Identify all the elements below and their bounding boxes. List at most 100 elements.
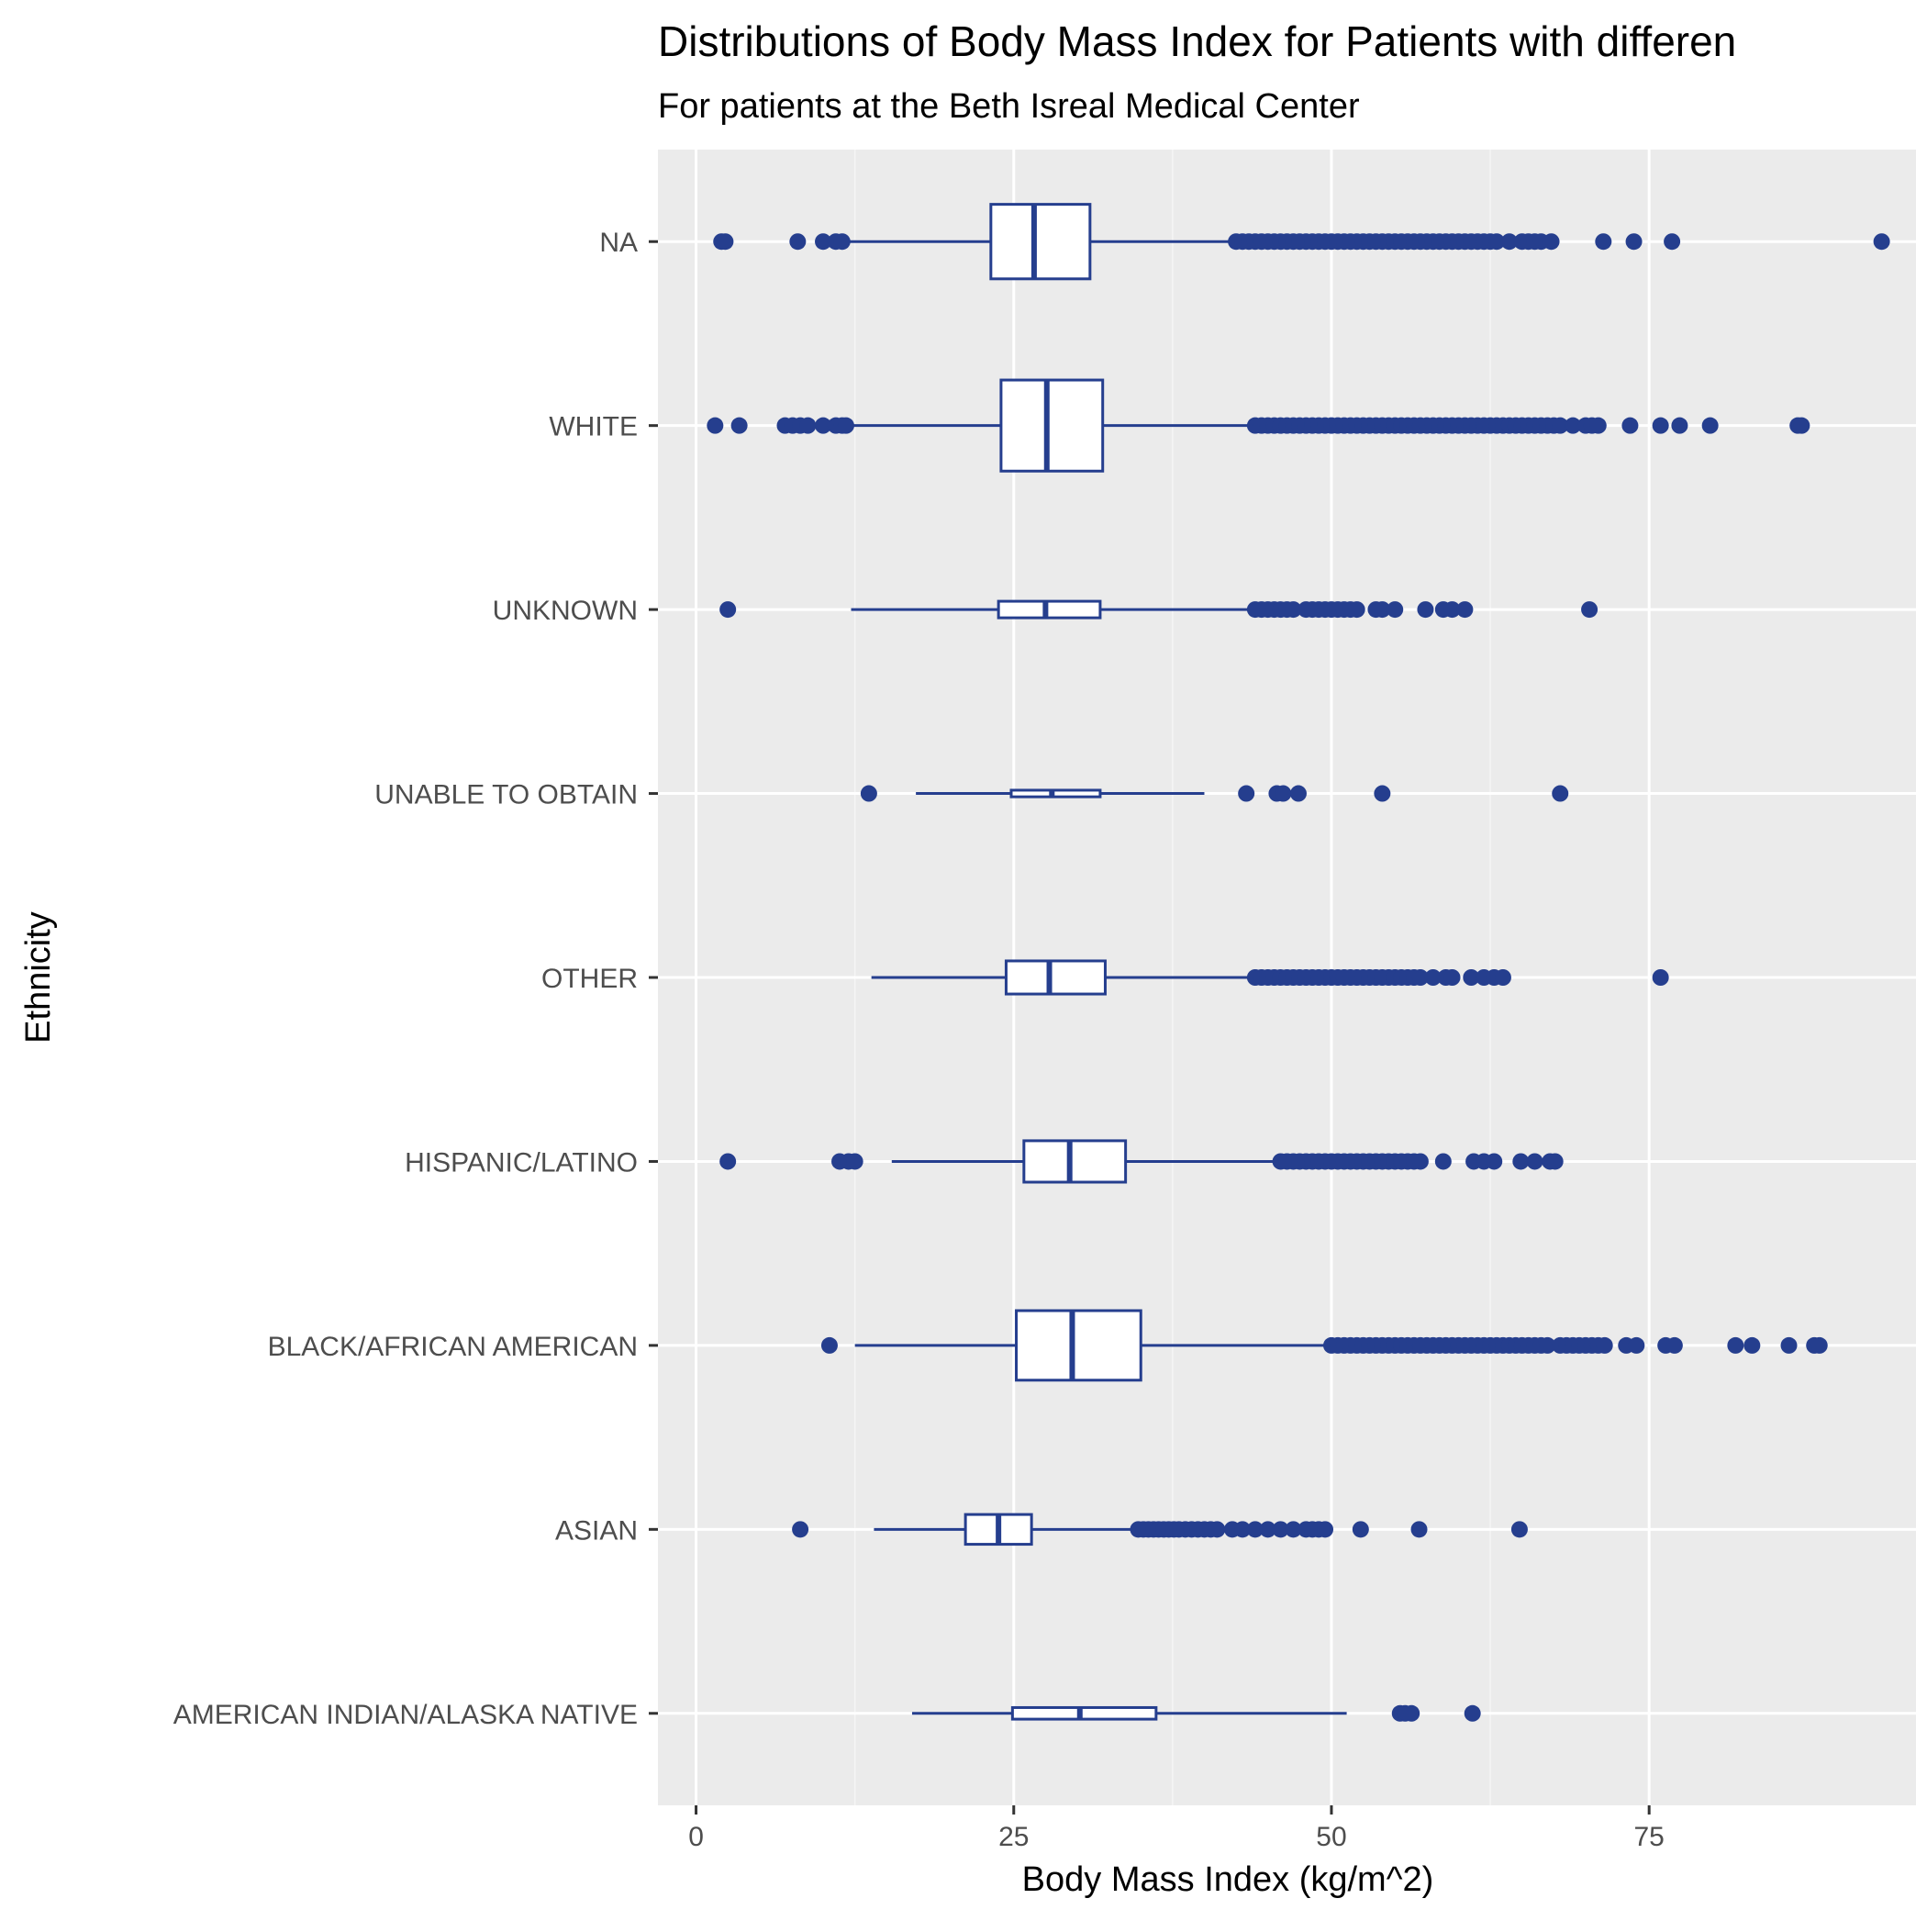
outlier-point bbox=[1543, 233, 1560, 251]
outlier-point bbox=[1727, 1336, 1744, 1354]
outlier-point bbox=[719, 1153, 737, 1170]
outlier-point bbox=[1285, 601, 1302, 619]
y-tick-label: HISPANIC/LATINO bbox=[405, 1147, 638, 1178]
outlier-point bbox=[1552, 785, 1569, 802]
outlier-point bbox=[1238, 785, 1255, 802]
outlier-point bbox=[860, 785, 877, 802]
outlier-point bbox=[1443, 969, 1461, 986]
box-group bbox=[792, 1513, 1528, 1547]
outlier-point bbox=[717, 233, 734, 251]
outlier-point bbox=[1596, 1336, 1613, 1354]
outlier-point bbox=[1275, 785, 1292, 802]
outlier-point bbox=[730, 417, 748, 434]
box-iqr bbox=[997, 599, 1102, 620]
box-iqr bbox=[1009, 788, 1102, 798]
box-group bbox=[860, 785, 1569, 802]
outlier-point bbox=[1743, 1336, 1761, 1354]
outlier-point bbox=[1546, 1153, 1564, 1170]
x-tick-label: 50 bbox=[1316, 1822, 1346, 1852]
outlier-point bbox=[1403, 1704, 1420, 1722]
outlier-point bbox=[1793, 417, 1810, 434]
y-tick-label: OTHER bbox=[541, 964, 638, 994]
outlier-point bbox=[792, 1521, 809, 1538]
chart-subtitle: For patients at the Beth Isreal Medical … bbox=[658, 87, 1360, 126]
outlier-point bbox=[1387, 601, 1404, 619]
outlier-point bbox=[707, 417, 724, 434]
outlier-point bbox=[1539, 1336, 1556, 1354]
outlier-point bbox=[1589, 417, 1607, 434]
x-tick-label: 75 bbox=[1633, 1822, 1664, 1852]
outlier-point bbox=[1410, 1521, 1428, 1538]
x-axis-title: Body Mass Index (kg/m^2) bbox=[1022, 1860, 1434, 1899]
outlier-point bbox=[1664, 233, 1681, 251]
outlier-point bbox=[1463, 969, 1480, 986]
box-iqr bbox=[1010, 1705, 1158, 1721]
outlier-point bbox=[1464, 1704, 1481, 1722]
outlier-point bbox=[1494, 969, 1511, 986]
outlier-point bbox=[1500, 233, 1518, 251]
outlier-point bbox=[1317, 1521, 1334, 1538]
outlier-point bbox=[1411, 969, 1429, 986]
outlier-point bbox=[1486, 1153, 1503, 1170]
outlier-point bbox=[815, 233, 832, 251]
outlier-point bbox=[1565, 417, 1582, 434]
box-layer bbox=[707, 203, 1890, 1722]
outlier-point bbox=[1665, 1336, 1683, 1354]
box-group bbox=[713, 203, 1890, 281]
outlier-point bbox=[1628, 1336, 1645, 1354]
outlier-point bbox=[1443, 601, 1461, 619]
outlier-point bbox=[1352, 1521, 1369, 1538]
outlier-point bbox=[837, 417, 854, 434]
box-iqr bbox=[1022, 1139, 1128, 1184]
outlier-point bbox=[1652, 969, 1669, 986]
outlier-point bbox=[1780, 1336, 1798, 1354]
outlier-point bbox=[1417, 601, 1434, 619]
outlier-point bbox=[1621, 417, 1639, 434]
outlier-point bbox=[815, 417, 832, 434]
outlier-point bbox=[1595, 233, 1612, 251]
y-tick-label: ASIAN bbox=[555, 1515, 638, 1546]
outlier-point bbox=[1285, 1521, 1302, 1538]
y-tick-label: BLACK/AFRICAN AMERICAN bbox=[268, 1332, 638, 1362]
outlier-point bbox=[1424, 969, 1442, 986]
x-tick-label: 25 bbox=[998, 1822, 1029, 1852]
y-tick-label: WHITE bbox=[549, 412, 638, 442]
box-group bbox=[871, 959, 1669, 996]
outlier-point bbox=[820, 1336, 838, 1354]
outlier-point bbox=[1289, 785, 1307, 802]
box-group bbox=[820, 1309, 1828, 1382]
box-group bbox=[911, 1704, 1481, 1722]
outlier-point bbox=[1348, 601, 1365, 619]
outlier-point bbox=[846, 1153, 863, 1170]
outlier-point bbox=[1873, 233, 1890, 251]
box-iqr bbox=[1015, 1309, 1142, 1382]
outlier-point bbox=[833, 233, 851, 251]
outlier-point bbox=[1488, 233, 1505, 251]
outlier-point bbox=[1552, 417, 1569, 434]
outlier-point bbox=[799, 417, 817, 434]
y-tick-label: UNKNOWN bbox=[493, 596, 638, 626]
box-iqr bbox=[1004, 959, 1107, 996]
box-iqr bbox=[989, 203, 1092, 281]
outlier-point bbox=[1512, 1153, 1530, 1170]
outlier-point bbox=[1625, 233, 1643, 251]
outlier-point bbox=[1234, 1521, 1252, 1538]
outlier-point bbox=[1810, 1336, 1828, 1354]
box-group bbox=[719, 599, 1598, 620]
outlier-point bbox=[1209, 1521, 1226, 1538]
axis-layer: NA WHITE UNKNOWN UNABLE TO OBTAIN OTHER HISPA… bbox=[173, 228, 1665, 1852]
y-tick-label: UNABLE TO OBTAIN bbox=[374, 780, 638, 810]
outlier-point bbox=[1510, 1521, 1528, 1538]
x-tick-label: 0 bbox=[688, 1822, 704, 1852]
y-tick-label: AMERICAN INDIAN/ALASKA NATIVE bbox=[173, 1700, 638, 1730]
outlier-point bbox=[1259, 1521, 1276, 1538]
outlier-point bbox=[1374, 785, 1391, 802]
outlier-point bbox=[789, 233, 807, 251]
box-iqr bbox=[999, 378, 1105, 473]
outlier-point bbox=[1374, 601, 1391, 619]
box-group bbox=[707, 378, 1810, 473]
chart-title: Distributions of Body Mass Index for Pat… bbox=[658, 17, 1736, 65]
outlier-point bbox=[1272, 1521, 1289, 1538]
